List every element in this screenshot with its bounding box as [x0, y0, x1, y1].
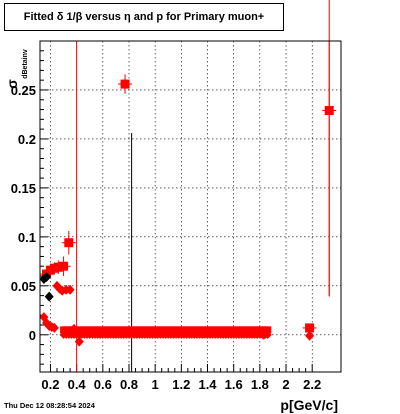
- data-marks: [39, 0, 337, 347]
- y-tick-label: 0.25: [11, 83, 36, 98]
- data-band: [59, 326, 272, 339]
- y-tick-label: 0.1: [18, 230, 36, 245]
- y-tick-label: 0: [29, 328, 36, 343]
- x-tick-label: 1: [152, 377, 159, 392]
- data-point-diamond: [49, 322, 59, 333]
- x-tick-label: 0.2: [41, 377, 59, 392]
- chart-title: Fitted δ 1/β versus η and p for Primary …: [23, 11, 265, 23]
- timestamp-footer: Thu Dec 12 08:28:54 2024: [4, 401, 95, 410]
- x-tick-label: 0.4: [68, 377, 87, 392]
- data-point-square: [324, 106, 334, 116]
- data-point-diamond: [65, 284, 75, 295]
- data-point-square: [120, 79, 130, 89]
- y-tick-label: 0.05: [11, 279, 36, 294]
- data-point-square: [59, 261, 69, 271]
- data-point-diamond: [69, 323, 79, 334]
- y-tick-label: 0.15: [11, 181, 36, 196]
- grid-lines: [40, 41, 341, 372]
- y-axis-title-sub: dBetainv: [22, 49, 29, 79]
- x-tick-label: 2.2: [303, 377, 321, 392]
- y-tick-label: 0.2: [18, 132, 36, 147]
- chart-title-box: Fitted δ 1/β versus η and p for Primary …: [4, 3, 284, 31]
- x-axis-title: p[GeV/c]: [280, 397, 338, 413]
- data-point-diamond: [42, 272, 52, 283]
- plot-frame: [39, 40, 342, 373]
- vertical-lines: [76, 41, 330, 372]
- data-point-diamond: [259, 329, 269, 340]
- data-point-square: [53, 262, 63, 272]
- x-tick-label: 0.8: [120, 377, 138, 392]
- band-marker: [264, 326, 272, 334]
- y-axis-title: σ dBetainv: [4, 49, 29, 89]
- x-tick-label: 1.4: [198, 377, 217, 392]
- x-tick-label: 1.8: [251, 377, 269, 392]
- x-tick-label: 2: [282, 377, 289, 392]
- y-axis-title-symbol: σ: [4, 79, 20, 89]
- axis-ticks: [40, 50, 313, 372]
- data-point-diamond: [44, 291, 54, 302]
- x-tick-label: 1.6: [225, 377, 243, 392]
- x-tick-label: 0.6: [94, 377, 112, 392]
- data-point-diamond: [74, 336, 84, 347]
- x-tick-label: 1.2: [172, 377, 190, 392]
- data-point-diamond: [305, 330, 315, 341]
- tick-labels: 0.2 0.4 0.6 0.8 1 1.2 1.4 1.6 1.8 2 2.2 0 0.05 0.1 0.1…: [11, 83, 322, 392]
- data-point-square: [64, 238, 74, 248]
- data-point-square: [305, 323, 315, 333]
